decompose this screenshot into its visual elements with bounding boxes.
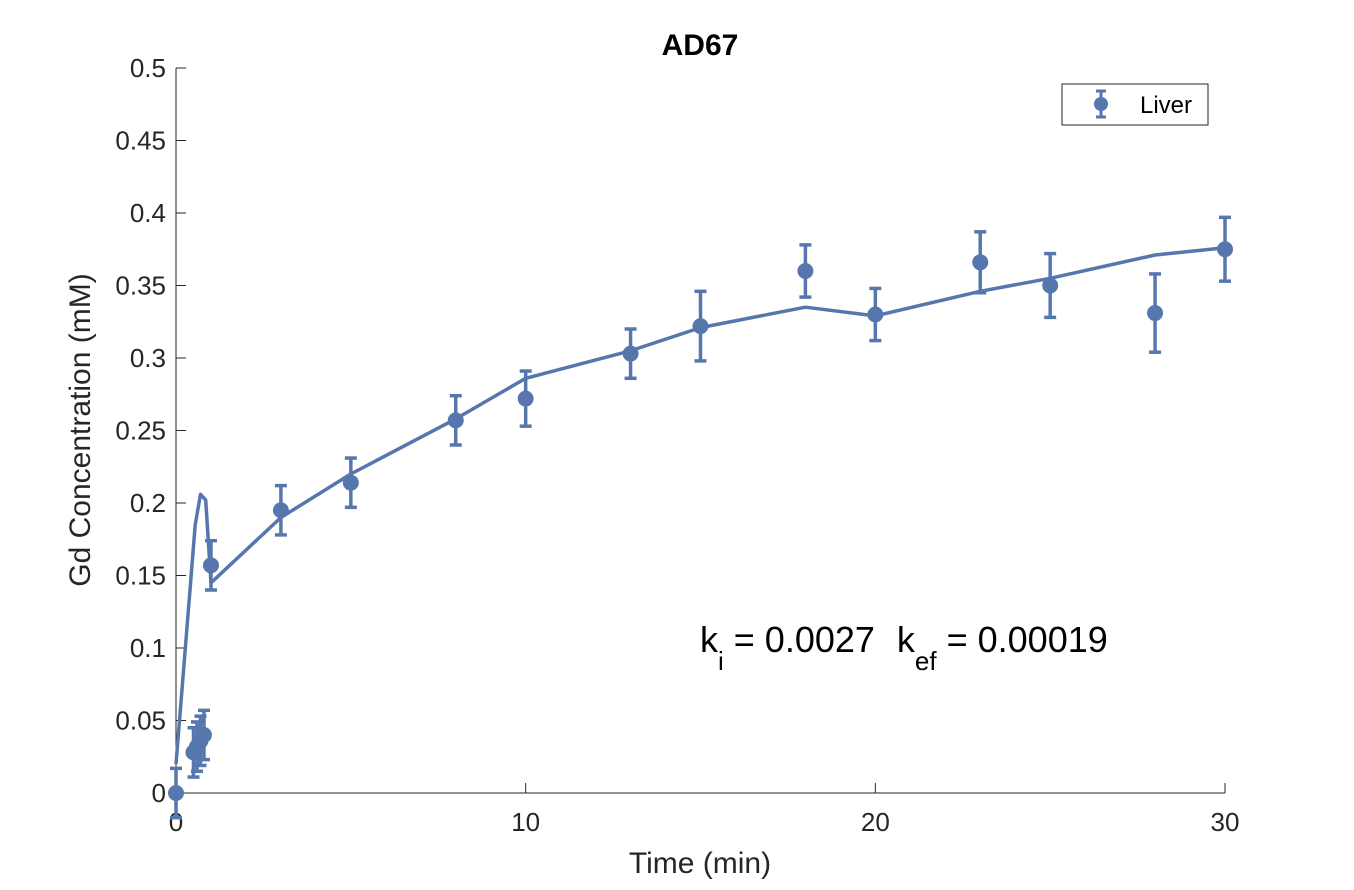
data-point (168, 766, 184, 820)
y-tick-label: 0.1 (130, 633, 166, 663)
marker (168, 785, 184, 801)
data-point (692, 289, 709, 363)
y-tick-label: 0.3 (130, 343, 166, 373)
y-tick-label: 0.4 (130, 198, 166, 228)
x-tick-label: 10 (511, 807, 540, 837)
legend: Liver (1061, 83, 1209, 126)
y-ticks: 0 0.05 0.1 0.15 0.2 0.25 0.3 0.35 0.4 0.45 0.5 (115, 53, 186, 808)
x-axis-label: Time (min) (629, 847, 771, 880)
y-tick-label: 0 (152, 778, 166, 808)
rate-constant-annotation: ki = 0.0027 kef = 0.00019 (700, 619, 1108, 676)
ki-k: k (700, 619, 719, 660)
data-point (867, 286, 884, 343)
y-tick-label: 0.25 (115, 416, 166, 446)
marker (447, 412, 464, 429)
data-point (1042, 251, 1059, 320)
legend-dot (1094, 97, 1108, 111)
y-tick-label: 0.5 (130, 53, 166, 83)
legend-label: Liver (1140, 92, 1192, 119)
data-point (797, 243, 814, 299)
y-tick-label: 0.45 (115, 126, 166, 156)
marker (867, 306, 884, 323)
y-axis-label: Gd Concentration (mM) (64, 273, 97, 586)
ki-value: = 0.0027 (724, 619, 875, 660)
marker (342, 474, 359, 491)
y-tick-label: 0.2 (130, 488, 166, 518)
data-point (202, 538, 219, 592)
kef-subscript: ef (915, 646, 937, 676)
kef-value: = 0.00019 (937, 619, 1108, 660)
data-point (517, 369, 534, 428)
data-point (1217, 215, 1233, 283)
marker (272, 502, 289, 519)
x-tick-label: 0 (169, 807, 183, 837)
data-point (972, 230, 989, 295)
y-tick-label: 0.15 (115, 561, 166, 591)
marker (517, 390, 534, 407)
marker (202, 557, 219, 574)
data-point (1147, 272, 1164, 354)
y-tick-label: 0.35 (115, 271, 166, 301)
marker (622, 345, 639, 362)
marker (692, 318, 709, 335)
kef-k: k (897, 619, 916, 660)
x-tick-label: 20 (861, 807, 890, 837)
ki-subscript: i (718, 646, 724, 676)
marker (972, 254, 989, 271)
chart-title: AD67 (662, 29, 739, 62)
axes (175, 68, 1225, 794)
data-point (342, 456, 359, 510)
x-tick-label: 30 (1211, 807, 1240, 837)
data-point (272, 483, 289, 537)
marker (797, 263, 814, 279)
y-tick-label: 0.05 (115, 706, 166, 736)
marker (195, 727, 212, 743)
marker (1147, 305, 1164, 322)
x-ticks: 0 10 20 30 (169, 783, 1240, 837)
legend-marker (1094, 89, 1108, 119)
data-point (622, 327, 639, 381)
legend-box (1061, 83, 1209, 126)
points-layer (168, 215, 1233, 820)
data-point (195, 708, 212, 762)
marker (1042, 277, 1059, 294)
marker (1217, 241, 1233, 258)
data-point (447, 393, 464, 447)
